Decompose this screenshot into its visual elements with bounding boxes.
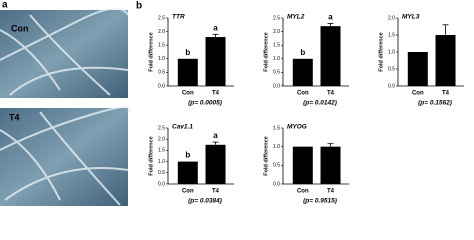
bar (407, 52, 428, 86)
chart-title: Cav1.1 (172, 124, 193, 131)
y-tick-label: 0.5 (158, 170, 165, 176)
chart-title: TTR (172, 14, 185, 21)
x-tick-label: T4 (442, 91, 450, 97)
x-tick-label: Con (182, 91, 194, 97)
bar-letter: b (185, 151, 190, 160)
bar (177, 58, 198, 86)
bar-letter: a (328, 13, 333, 22)
x-tick-label: Con (182, 189, 194, 195)
p-value: (p= 0.0384) (188, 198, 222, 205)
y-tick-label: 2.5 (273, 15, 280, 21)
y-tick-label: 1.5 (273, 43, 280, 49)
bar (205, 144, 226, 184)
y-tick-label: 1.5 (158, 43, 165, 49)
micrograph-con (0, 7, 129, 98)
y-axis-label: Fold difference (263, 32, 269, 71)
bar-letter: a (213, 131, 218, 140)
y-tick-label: 2.0 (158, 137, 165, 143)
y-tick-label: 2.5 (158, 125, 165, 131)
y-tick-label: 2.0 (273, 29, 280, 35)
y-tick-label: 0.5 (273, 70, 280, 76)
y-tick-label: 0.5 (158, 70, 165, 76)
bar (292, 146, 313, 184)
y-tick-label: 1.0 (273, 56, 280, 62)
x-tick-label: T4 (212, 189, 220, 195)
y-tick-label: 0.0 (273, 181, 280, 187)
y-tick-label: 0.0 (158, 83, 165, 89)
bar-letter: b (185, 48, 190, 57)
bar (205, 37, 226, 86)
y-tick-label: 1.0 (388, 49, 395, 55)
p-value: (p= 0.9515) (303, 198, 337, 205)
y-tick-label: 0.0 (388, 83, 395, 89)
x-tick-label: Con (297, 189, 309, 195)
y-axis-label: Fold difference (148, 136, 154, 175)
x-tick-label: Con (412, 91, 424, 97)
bar (320, 146, 341, 184)
x-tick-label: T4 (327, 189, 335, 195)
image-label: Con (11, 23, 29, 33)
y-tick-label: 1.5 (388, 32, 395, 38)
y-axis-label: Fold difference (148, 32, 154, 71)
x-tick-label: Con (297, 91, 309, 97)
image-label: T4 (9, 112, 20, 122)
p-value: (p= 0.0142) (303, 100, 337, 107)
y-axis-label: Fold difference (263, 136, 269, 175)
y-tick-label: 2.0 (158, 29, 165, 35)
y-tick-label: 0.5 (273, 163, 280, 169)
bar-letter: b (300, 48, 305, 57)
x-tick-label: T4 (327, 91, 335, 97)
y-tick-label: 0.0 (273, 83, 280, 89)
y-tick-label: 1.0 (158, 159, 165, 165)
y-tick-label: 1.5 (158, 148, 165, 154)
micrograph-t4 (0, 105, 132, 206)
bar-letter: a (213, 23, 218, 32)
figure: a Con T4 b 0.0 0.5 1.0 1.5 2.0 2.5 Fold differ… (0, 0, 464, 206)
y-axis-label: Fold difference (378, 32, 384, 71)
chart-title: MYOG (287, 124, 307, 131)
y-tick-label: 0.0 (158, 181, 165, 187)
bar (177, 161, 198, 184)
y-tick-label: 2.5 (158, 15, 165, 21)
panel-label: a (2, 0, 8, 11)
panel-label: b (136, 1, 142, 12)
chart-title: MYL3 (402, 14, 420, 21)
x-tick-label: T4 (212, 91, 220, 97)
bar (320, 26, 341, 86)
y-tick-label: 1.5 (273, 125, 280, 131)
y-tick-label: 2.0 (388, 15, 395, 21)
p-value: (p= 0.0005) (188, 100, 222, 107)
chart-title: MYL2 (287, 14, 305, 21)
bar (435, 35, 456, 86)
y-tick-label: 0.5 (388, 66, 395, 72)
y-tick-label: 1.0 (273, 144, 280, 150)
y-tick-label: 1.0 (158, 56, 165, 62)
bar (292, 58, 313, 86)
p-value: (p= 0.1562) (418, 100, 452, 107)
